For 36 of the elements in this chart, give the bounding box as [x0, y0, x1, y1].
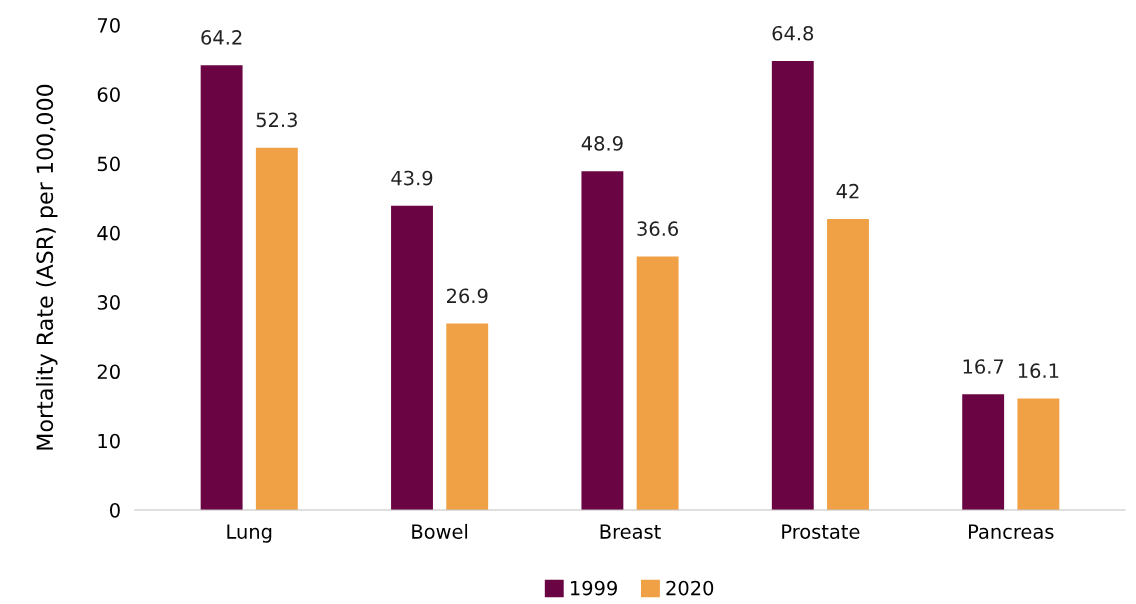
data-label: 64.2 — [201, 30, 242, 45]
bar — [962, 394, 1005, 510]
data-label: 48.9 — [581, 136, 623, 151]
bar — [200, 65, 243, 510]
data-label: 36.6 — [637, 221, 679, 236]
y-tick-label: 10 — [98, 433, 120, 449]
data-label: 42 — [836, 183, 859, 199]
bar — [391, 205, 433, 510]
y-tick-label: 50 — [97, 156, 120, 172]
y-tick-label: 70 — [97, 17, 120, 33]
data-label: 26.9 — [447, 288, 488, 304]
y-tick-label: 20 — [97, 364, 120, 380]
x-tick-label: Pancreas — [969, 524, 1054, 539]
legend-label: 1999 — [570, 580, 617, 596]
x-tick-label: Lung — [227, 524, 272, 543]
bar — [581, 171, 624, 510]
y-tick-label: 40 — [97, 225, 120, 241]
bar — [771, 61, 814, 510]
bar — [1017, 398, 1060, 510]
data-label: 16.7 — [963, 359, 1004, 374]
y-tick-label: 60 — [97, 87, 120, 102]
bar — [636, 256, 679, 510]
x-tick-label: Bowel — [412, 523, 468, 539]
y-tick-label: 0 — [110, 502, 120, 518]
data-label: 43.9 — [391, 170, 433, 186]
data-label: 64.8 — [772, 25, 814, 41]
bar — [255, 147, 298, 510]
x-tick-label: Prostate — [782, 524, 860, 539]
data-label: 16.1 — [1018, 363, 1059, 379]
legend-label: 2020 — [666, 580, 714, 596]
bar — [827, 219, 869, 510]
data-label: 52.3 — [256, 112, 297, 128]
y-tick-label: 30 — [97, 295, 120, 310]
y-axis-title: Mortality Rate (ASR) per 100,000 — [35, 84, 58, 450]
bar — [446, 323, 489, 510]
x-tick-label: Breast — [600, 524, 661, 539]
